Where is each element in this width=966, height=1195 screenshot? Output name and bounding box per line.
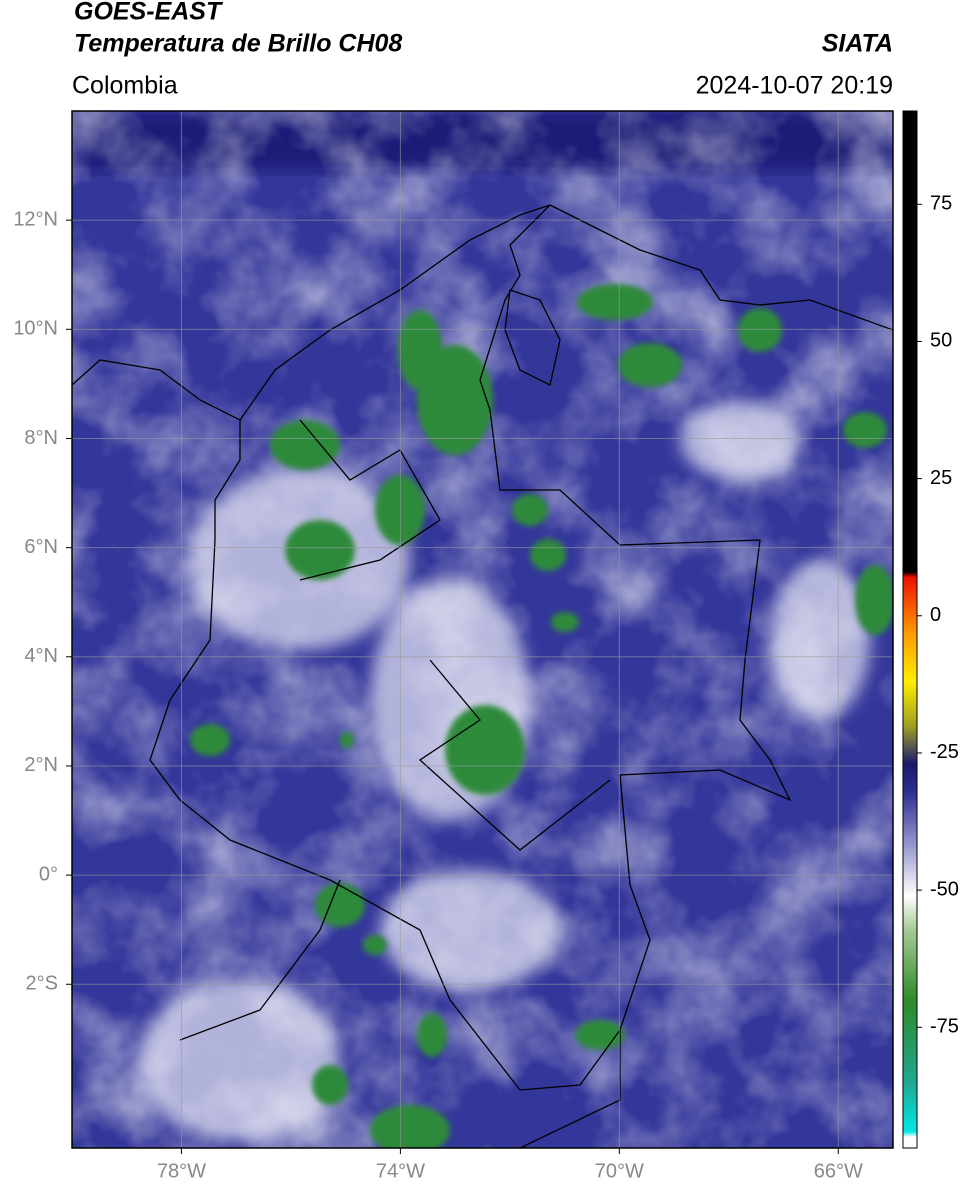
colorbar-tick-label: 75 xyxy=(930,193,952,215)
colorbar-tick-label: 0 xyxy=(930,604,941,626)
borders xyxy=(72,204,893,1148)
title: GOES-EAST xyxy=(74,0,224,26)
source: SIATA xyxy=(822,30,893,58)
colorbar-tick-label: -50 xyxy=(930,878,959,900)
x-tick-label: 66°W xyxy=(814,1160,863,1182)
subtitle: Temperatura de Brillo CH08 xyxy=(74,30,402,58)
y-tick-label: 2°S xyxy=(26,973,58,995)
y-tick-label: 6°N xyxy=(24,536,58,558)
x-tick-label: 78°W xyxy=(157,1160,206,1182)
region: Colombia xyxy=(72,72,178,100)
y-tick-label: 2°N xyxy=(24,754,58,776)
satellite-image xyxy=(72,111,893,1148)
colorbar xyxy=(902,110,918,1149)
x-tick-label: 70°W xyxy=(595,1160,644,1182)
colorbar-tick-label: 50 xyxy=(930,330,952,352)
y-tick-label: 0° xyxy=(39,863,58,885)
colorbar-tick-label: 25 xyxy=(930,467,952,489)
y-tick-label: 4°N xyxy=(24,645,58,667)
x-tick-label: 74°W xyxy=(376,1160,425,1182)
map-axes: 78°W 74°W 70°W 66°W 12°N 10°N 8°N 6°N 4°N 2°N 0° 2°… xyxy=(13,111,893,1182)
map-frame xyxy=(71,110,894,1149)
y-tick-label: 12°N xyxy=(13,208,58,230)
colorbar-tick-label: -75 xyxy=(930,1016,959,1038)
y-tick-label: 10°N xyxy=(13,318,58,340)
colorbar-tick-label: -25 xyxy=(930,741,959,763)
y-tick-label: 8°N xyxy=(24,427,58,449)
timestamp: 2024-10-07 20:19 xyxy=(696,72,893,100)
